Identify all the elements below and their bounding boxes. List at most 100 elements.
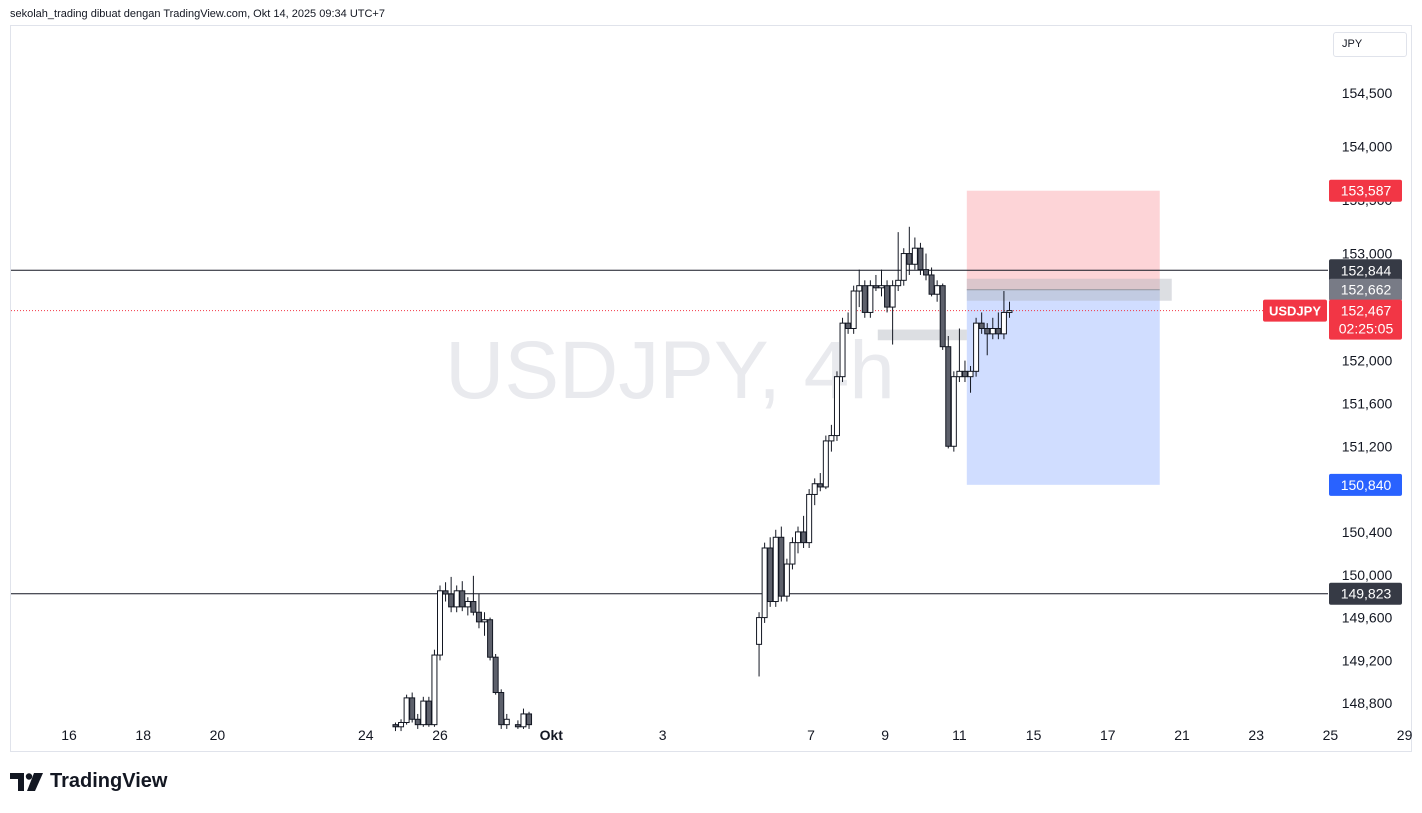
candle-body xyxy=(767,547,774,603)
candle-body xyxy=(772,536,779,603)
candle xyxy=(520,708,527,729)
candle xyxy=(934,280,941,302)
y-tick-label: 148,800 xyxy=(1342,695,1393,711)
candle xyxy=(1006,301,1013,318)
candle-body xyxy=(917,247,924,271)
symbol-label-text: USDJPY xyxy=(1269,304,1321,319)
candle xyxy=(481,612,488,636)
candle-body xyxy=(783,563,790,597)
x-tick-label: 17 xyxy=(1100,727,1116,743)
candle xyxy=(414,713,421,729)
candle xyxy=(756,612,763,677)
hline-price-label: 149,823 xyxy=(1329,582,1402,605)
candle-body xyxy=(392,724,399,728)
short-position-tool[interactable] xyxy=(966,190,1172,485)
candle-body xyxy=(442,590,449,595)
candle xyxy=(895,232,902,292)
candle xyxy=(811,478,818,506)
candle xyxy=(917,242,924,275)
candle xyxy=(861,280,868,318)
horizontal-lines[interactable] xyxy=(11,269,1328,595)
candle-body xyxy=(403,697,410,724)
candle-body xyxy=(756,617,763,645)
x-tick-label: 24 xyxy=(358,727,374,743)
candle-body xyxy=(828,435,835,442)
candle xyxy=(950,371,957,452)
candle-body xyxy=(431,654,438,726)
candle-body xyxy=(514,724,521,728)
y-tick-label: 152,000 xyxy=(1342,353,1393,369)
candle-body xyxy=(409,697,416,720)
candle-body xyxy=(934,285,941,295)
candle-body xyxy=(481,619,488,623)
x-tick-label: 11 xyxy=(952,727,967,743)
candle xyxy=(911,237,918,270)
candle-body xyxy=(817,483,824,488)
tradingview-logo[interactable]: TradingView xyxy=(10,770,167,793)
candle xyxy=(795,526,802,554)
candle-body xyxy=(492,656,499,694)
candle-body xyxy=(923,269,930,276)
risk-zone xyxy=(966,190,1160,290)
candle xyxy=(448,576,455,613)
candle-body xyxy=(503,718,510,726)
y-tick-label: 150,400 xyxy=(1342,524,1393,540)
candle-body xyxy=(906,253,913,265)
stop-price-label-text: 153,587 xyxy=(1341,183,1392,199)
candle-body xyxy=(989,327,996,335)
y-tick-label: 153,000 xyxy=(1342,246,1393,262)
candle-body xyxy=(778,536,785,597)
candle xyxy=(492,653,499,695)
candle xyxy=(817,473,824,492)
candle xyxy=(453,585,460,613)
candle-body xyxy=(861,285,868,313)
candle xyxy=(800,515,807,548)
target-price-label-text: 150,840 xyxy=(1341,477,1392,493)
x-tick-label: 21 xyxy=(1174,727,1190,743)
candle xyxy=(850,285,857,334)
candle-body xyxy=(520,713,527,728)
hline-price-label-bg xyxy=(1329,259,1402,282)
candle-body xyxy=(878,285,885,289)
candle xyxy=(420,696,427,727)
candle xyxy=(514,720,521,729)
candle-body xyxy=(425,700,432,726)
candle xyxy=(442,582,449,602)
candle xyxy=(783,558,790,602)
price-labels: 153,587 152,844 152,662 152,467 02:25:05 150,… xyxy=(1263,179,1402,605)
candle xyxy=(778,526,785,602)
countdown-text: 02:25:05 xyxy=(1339,321,1394,337)
candle xyxy=(856,269,863,308)
candle-body xyxy=(448,593,455,608)
time-axis[interactable]: 16 18 20 24 26 Okt 3 7 9 11 15 17 21 23 25 29 xyxy=(61,727,1412,743)
entry-price-label: 152,662 xyxy=(1329,278,1402,301)
x-tick-label: 23 xyxy=(1248,727,1264,743)
candle-body xyxy=(939,285,946,348)
candle xyxy=(845,312,852,334)
candle xyxy=(995,312,1002,340)
candle-body xyxy=(961,370,968,378)
price-axis[interactable]: 154,500154,000153,500153,000152,000151,6… xyxy=(1342,85,1393,711)
candle-body xyxy=(526,713,533,726)
candle-body xyxy=(498,692,505,726)
stop-price-label-bg xyxy=(1329,179,1402,202)
candle xyxy=(867,280,874,318)
currency-button[interactable]: JPY xyxy=(1333,32,1407,57)
candle xyxy=(967,365,974,393)
candle xyxy=(928,267,935,297)
candle xyxy=(503,713,510,729)
candle-body xyxy=(470,601,477,613)
y-tick-label: 149,200 xyxy=(1342,652,1393,668)
x-tick-label: 20 xyxy=(210,727,226,743)
candle xyxy=(403,694,410,725)
stop-price-label: 153,587 xyxy=(1329,179,1402,202)
hline-price-label-bg xyxy=(1329,582,1402,605)
candle-body xyxy=(856,285,863,292)
candle xyxy=(475,594,482,629)
candle xyxy=(789,537,796,570)
gray-zones xyxy=(877,329,967,341)
candle-body xyxy=(833,376,840,437)
candle xyxy=(772,529,779,607)
hline-price-label: 152,844 xyxy=(1329,259,1402,282)
